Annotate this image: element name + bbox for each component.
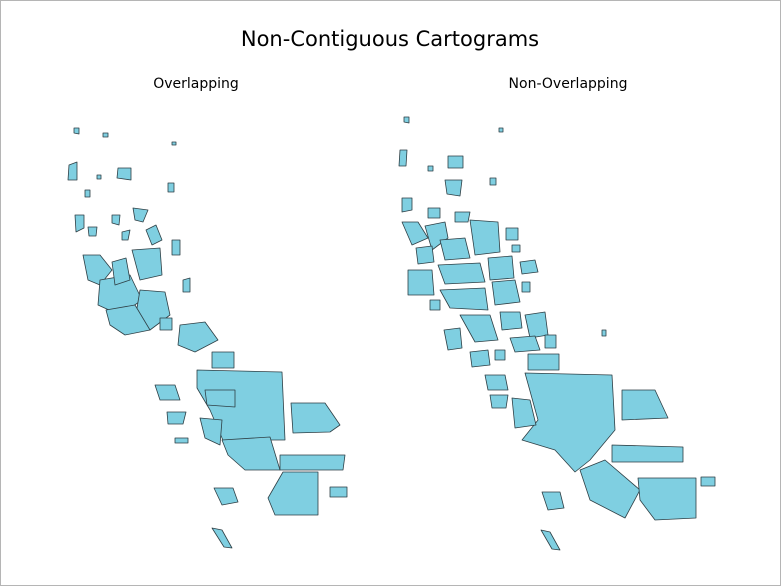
panel-label: Overlapping (153, 76, 239, 92)
county (174, 437, 189, 444)
county (489, 394, 509, 409)
county (407, 269, 435, 296)
county (82, 254, 113, 286)
county (267, 471, 319, 516)
county (499, 311, 523, 331)
county (494, 349, 506, 361)
county (154, 384, 181, 401)
overlapping-map (67, 127, 348, 549)
county (221, 436, 281, 471)
county (211, 351, 235, 369)
county (213, 487, 239, 506)
county (469, 349, 491, 368)
county (437, 262, 486, 285)
county (279, 454, 346, 471)
county (211, 527, 233, 549)
county (403, 116, 410, 124)
county (505, 227, 519, 241)
county (74, 214, 85, 233)
county (454, 211, 471, 223)
county (116, 167, 132, 181)
county (511, 397, 537, 429)
county (166, 411, 187, 425)
county (700, 476, 716, 487)
county (171, 239, 181, 256)
county (159, 317, 173, 331)
county (171, 141, 177, 146)
county (509, 335, 541, 353)
county (601, 329, 607, 337)
county (84, 189, 91, 198)
county (167, 182, 175, 193)
title: Non-Contiguous Cartograms (241, 27, 539, 51)
county (415, 245, 435, 265)
non-overlapping-map (398, 116, 716, 551)
county (544, 334, 557, 349)
county (579, 459, 641, 519)
county (527, 353, 560, 371)
county (491, 279, 521, 306)
county (519, 259, 539, 275)
county (145, 224, 163, 246)
county (489, 177, 497, 186)
county (469, 219, 501, 256)
county (511, 244, 521, 253)
county (439, 287, 489, 311)
panel-label: Non-Overlapping (509, 76, 628, 92)
county (204, 389, 236, 408)
county (524, 311, 549, 339)
county (132, 207, 149, 223)
county (540, 529, 561, 551)
county (611, 444, 684, 463)
county (182, 277, 191, 293)
county (111, 257, 131, 286)
county (444, 179, 463, 197)
county (487, 255, 515, 281)
county (447, 155, 464, 169)
county (121, 229, 131, 241)
county (73, 127, 80, 135)
county (459, 314, 499, 343)
county (521, 372, 616, 473)
county (429, 299, 441, 311)
county (105, 304, 151, 336)
county (484, 374, 509, 391)
county (521, 281, 531, 293)
county (439, 237, 471, 261)
county (541, 491, 565, 511)
county (87, 226, 98, 237)
county (424, 221, 449, 251)
county (329, 486, 348, 498)
county (427, 165, 434, 172)
county (427, 207, 441, 219)
county (96, 174, 102, 180)
county (621, 389, 669, 421)
county (401, 221, 429, 246)
county (67, 161, 78, 181)
county (398, 149, 408, 167)
county (443, 327, 463, 351)
county (637, 477, 697, 521)
county (290, 402, 341, 434)
county (111, 214, 121, 226)
county (498, 127, 504, 133)
county (131, 247, 163, 281)
county (199, 417, 223, 446)
county (177, 321, 219, 353)
county (401, 197, 413, 213)
county (102, 132, 109, 138)
